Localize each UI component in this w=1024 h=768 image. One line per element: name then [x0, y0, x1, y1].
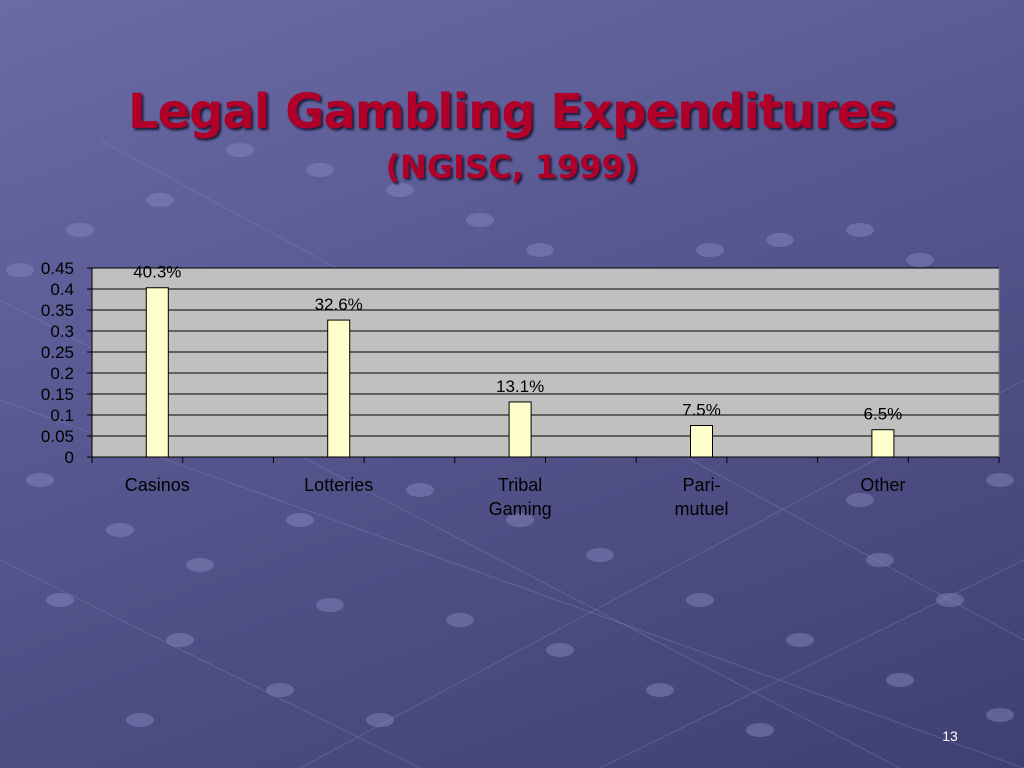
background-dot [186, 558, 214, 572]
data-label: 7.5% [682, 401, 721, 420]
background-dot [506, 513, 534, 527]
x-tick-label: Lotteries [304, 475, 373, 495]
y-tick-label: 0.15 [41, 385, 74, 404]
background-dot [526, 243, 554, 257]
slide-number: 13 [942, 728, 958, 744]
background-dot [986, 708, 1014, 722]
background-dot [106, 523, 134, 537]
y-tick-label: 0.2 [50, 364, 74, 383]
y-tick-label: 0.1 [50, 406, 74, 425]
x-tick-label: Pari- [682, 475, 720, 495]
background-dot [386, 183, 414, 197]
data-label: 6.5% [864, 405, 903, 424]
background-dot [586, 548, 614, 562]
y-tick-label: 0.25 [41, 343, 74, 362]
background-dot [166, 633, 194, 647]
background-dot [286, 513, 314, 527]
y-tick-label: 0 [65, 448, 74, 467]
x-tick-label: Casinos [125, 475, 190, 495]
background-dot [866, 553, 894, 567]
data-label: 40.3% [133, 263, 181, 282]
background-dot [646, 683, 674, 697]
x-tick-label: Tribal [498, 475, 542, 495]
data-label: 32.6% [315, 295, 363, 314]
background-dot [406, 483, 434, 497]
x-tick-label: mutuel [674, 499, 728, 519]
background-dot [686, 593, 714, 607]
bar [871, 429, 895, 458]
background-dot [846, 223, 874, 237]
background-dot [146, 193, 174, 207]
background-dot [766, 233, 794, 247]
x-tick-label: Gaming [489, 499, 552, 519]
background-line [0, 399, 1024, 768]
data-label: 13.1% [496, 377, 544, 396]
bar [145, 287, 169, 458]
background-dot [696, 243, 724, 257]
x-tick-label: Other [860, 475, 905, 495]
background-dot [46, 593, 74, 607]
background-dot [886, 673, 914, 687]
background-dot [266, 683, 294, 697]
background-dot [986, 473, 1014, 487]
y-tick-label: 0.4 [50, 280, 74, 299]
background-dot [306, 163, 334, 177]
slide-subtitle: (NGISC, 1999) [385, 148, 639, 186]
background-dot [316, 598, 344, 612]
background-dot [936, 593, 964, 607]
background-dot [446, 613, 474, 627]
slide-title: Legal Gambling Expenditures [128, 84, 897, 140]
y-tick-label: 0.05 [41, 427, 74, 446]
background-dot [546, 643, 574, 657]
y-tick-label: 0.3 [50, 322, 74, 341]
background-dot [366, 713, 394, 727]
background-dot [786, 633, 814, 647]
background-dot [6, 263, 34, 277]
bar [690, 425, 714, 458]
background-dot [466, 213, 494, 227]
background-dot [26, 473, 54, 487]
y-tick-label: 0.35 [41, 301, 74, 320]
background-line [0, 559, 421, 768]
background-dot [126, 713, 154, 727]
bar [327, 319, 351, 458]
background-dot [746, 723, 774, 737]
bar [508, 401, 532, 458]
background-dot [226, 143, 254, 157]
y-tick-label: 0.45 [41, 259, 74, 278]
background-dot [846, 493, 874, 507]
plot-area [91, 267, 1000, 458]
background-line [599, 559, 1024, 768]
background-dot [66, 223, 94, 237]
background-dot [906, 253, 934, 267]
